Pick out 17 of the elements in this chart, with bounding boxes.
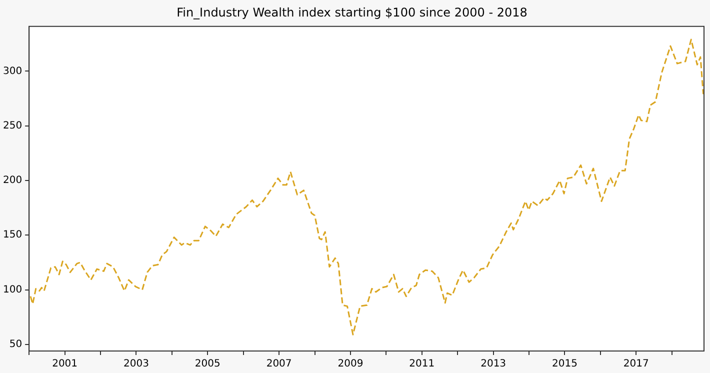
x-tick-label: 2005	[194, 358, 220, 370]
x-tick-label: 2011	[409, 358, 435, 370]
x-tick-label: 2015	[552, 358, 578, 370]
y-tick-label: 200	[2, 175, 22, 186]
x-tick-label: 2003	[123, 358, 149, 370]
y-tick-label: 100	[2, 284, 22, 296]
x-tick-label: 2009	[338, 358, 364, 370]
x-tick-label: 2013	[480, 358, 506, 370]
y-tick-label: 250	[2, 120, 22, 132]
x-tick-label: 2017	[623, 358, 649, 370]
y-tick-label: 150	[2, 230, 22, 241]
line-series	[30, 38, 704, 336]
y-tick-label: 50	[9, 339, 22, 350]
y-tick-label: 300	[2, 66, 22, 77]
chart-title: Fin_Industry Wealth index starting $100 since 2000 - 2018	[176, 5, 528, 20]
x-tick-label: 2001	[52, 358, 78, 370]
x-tick-label: 2007	[266, 358, 292, 370]
